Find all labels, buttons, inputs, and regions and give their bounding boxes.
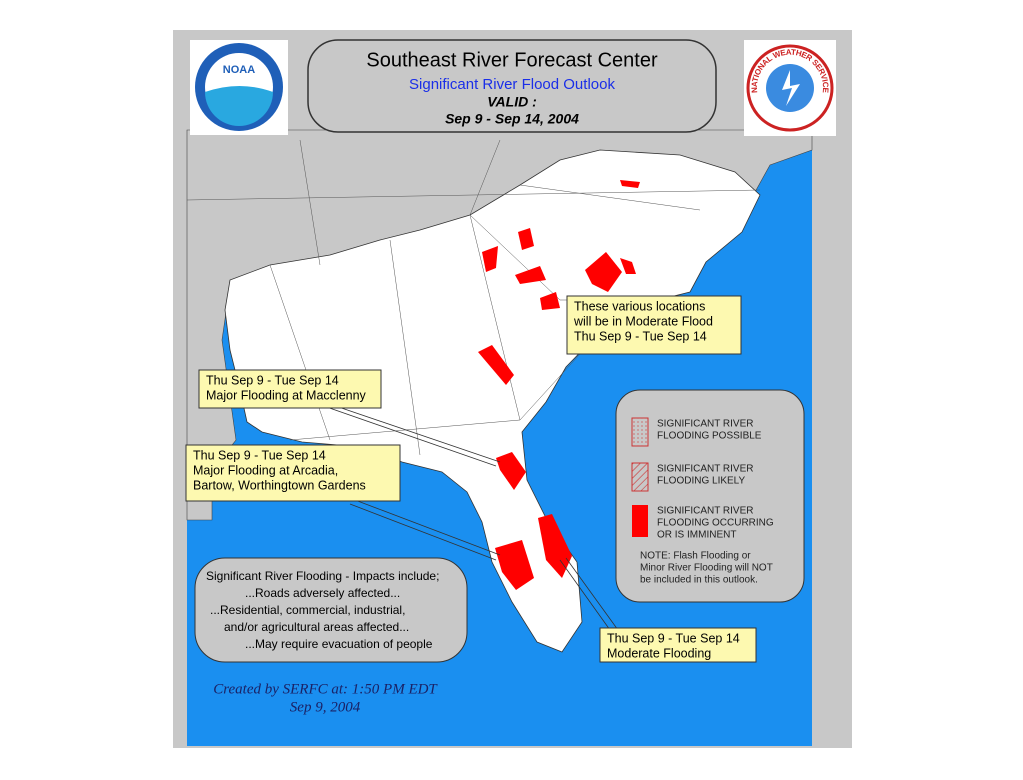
flood-area <box>538 514 572 578</box>
flood-area <box>495 540 534 590</box>
callout-text: Moderate Flooding <box>607 646 711 660</box>
legend-swatch <box>632 505 648 537</box>
flood-area <box>620 258 636 274</box>
callout-box <box>599 627 757 663</box>
callout-text: Thu Sep 9 - Tue Sep 14 <box>607 631 740 645</box>
legend-text: FLOODING LIKELY <box>657 476 746 487</box>
pointer <box>317 399 501 463</box>
callout-text: Major Flooding at Arcadia, <box>193 463 338 477</box>
subtitle: Significant River Flood Outlook <box>409 76 615 93</box>
flood-area <box>496 452 526 490</box>
flood-area <box>482 246 498 272</box>
legend-text: FLOODING OCCURRING <box>657 518 774 529</box>
flood-area <box>478 345 514 385</box>
nws-logo: NATIONAL WEATHER SERVICE <box>744 40 836 136</box>
callout-text: Thu Sep 9 - Tue Sep 14 <box>193 448 326 462</box>
callout-box <box>185 444 401 502</box>
flood-area <box>515 266 546 284</box>
legend-text: OR IS IMMINENT <box>657 530 736 541</box>
southeast-region <box>224 149 761 653</box>
impacts-box <box>194 557 468 663</box>
flood-area <box>585 252 622 292</box>
logo-wave <box>205 86 273 126</box>
callout-box <box>566 295 742 355</box>
impacts-text: ...Roads adversely affected... <box>245 586 400 600</box>
legend-text: SIGNIFICANT RIVER <box>657 506 754 517</box>
credit: Created by SERFC at: 1:50 PM EDT Sep 9, 2… <box>213 681 438 715</box>
flood-area <box>518 228 534 250</box>
callout-text: Major Flooding at Macclenny <box>206 388 367 402</box>
pointer <box>559 559 611 631</box>
pointer <box>349 503 497 561</box>
noaa-logo: NOAA <box>190 40 288 135</box>
legend-swatch <box>631 462 649 492</box>
legend-text: SIGNIFICANT RIVER <box>657 419 754 430</box>
flood-area <box>540 292 560 310</box>
pointer <box>565 557 619 631</box>
legend-swatch <box>631 417 649 447</box>
callout-box <box>198 369 382 409</box>
callout-text: These various locations <box>574 299 705 313</box>
title-box <box>307 39 717 133</box>
callout-text: Bartow, Worthingtown Gardens <box>193 478 366 492</box>
legend-text: FLOODING POSSIBLE <box>657 431 762 442</box>
flood-areas <box>478 180 640 590</box>
logo-text: NOAA <box>223 64 255 76</box>
valid-dates: Sep 9 - Sep 14, 2004 <box>445 111 579 127</box>
legend-note: Minor River Flooding will NOT <box>640 563 773 574</box>
pointer <box>354 499 501 556</box>
pointer <box>317 403 497 467</box>
legend-note: be included in this outlook. <box>640 575 758 586</box>
callout-pointers <box>317 399 619 631</box>
legend-box <box>615 389 805 603</box>
impacts-text: ...May require evacuation of people <box>245 637 433 651</box>
logo-bolt <box>782 70 800 106</box>
credit-text: Created by SERFC at: 1:50 PM EDT <box>213 681 438 697</box>
callout-text: Thu Sep 9 - Tue Sep 14 <box>206 373 339 387</box>
callout-text: Thu Sep 9 - Tue Sep 14 <box>574 329 707 343</box>
valid-label: VALID : <box>487 94 537 110</box>
impacts-text: Significant River Flooding - Impacts inc… <box>206 569 439 583</box>
title: Southeast River Forecast Center <box>366 49 658 71</box>
flood-area <box>620 180 640 188</box>
impacts-text: and/or agricultural areas affected... <box>224 620 409 634</box>
legend-text: SIGNIFICANT RIVER <box>657 464 754 475</box>
legend-note: NOTE: Flash Flooding or <box>640 551 751 562</box>
credit-text: Sep 9, 2004 <box>290 699 361 715</box>
callout-text: will be in Moderate Flood <box>573 314 713 328</box>
impacts: Significant River Flooding - Impacts inc… <box>206 569 439 651</box>
impacts-text: ...Residential, commercial, industrial, <box>210 603 405 617</box>
